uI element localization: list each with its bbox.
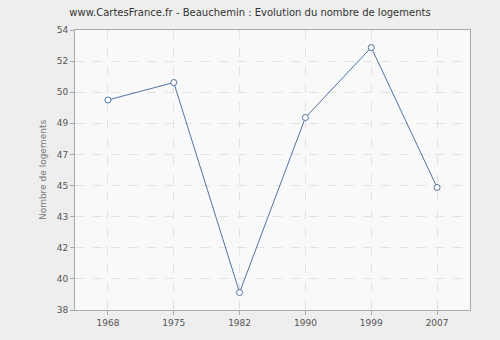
svg-text:49: 49 (57, 118, 69, 128)
svg-text:1990: 1990 (294, 318, 317, 328)
svg-text:43: 43 (57, 212, 68, 222)
svg-text:52: 52 (57, 56, 68, 66)
svg-text:Nombre de logements: Nombre de logements (38, 120, 48, 221)
svg-text:50: 50 (57, 87, 69, 97)
svg-text:www.CartesFrance.fr - Beauchem: www.CartesFrance.fr - Beauchemin : Evolu… (69, 7, 430, 18)
svg-text:1982: 1982 (228, 318, 251, 328)
svg-text:38: 38 (57, 305, 69, 315)
svg-text:54: 54 (57, 25, 69, 35)
svg-text:40: 40 (57, 274, 69, 284)
svg-text:1999: 1999 (360, 318, 383, 328)
svg-text:2007: 2007 (426, 318, 449, 328)
svg-text:1975: 1975 (162, 318, 185, 328)
svg-text:45: 45 (57, 181, 68, 191)
svg-text:42: 42 (57, 243, 68, 253)
svg-text:1968: 1968 (96, 318, 119, 328)
svg-text:47: 47 (57, 150, 68, 160)
